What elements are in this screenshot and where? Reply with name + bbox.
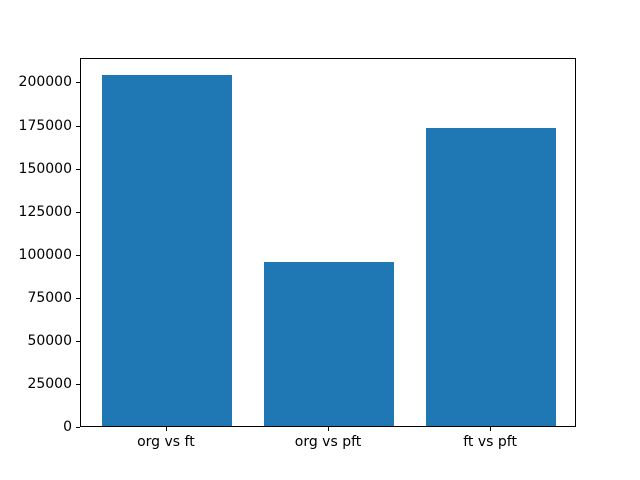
x-tick-label-org-vs-pft: org vs pft: [294, 434, 362, 450]
y-tick-label-50000: 50000: [27, 332, 72, 349]
y-tick-label-150000: 150000: [18, 160, 72, 177]
y-tick-label-100000: 100000: [18, 246, 72, 263]
y-tick-mark-100000: [76, 254, 80, 256]
y-tick-label-125000: 125000: [18, 203, 72, 220]
x-tick-label-org-vs-ft: org vs ft: [137, 434, 195, 450]
y-tick-label-175000: 175000: [18, 117, 72, 134]
y-tick-mark-75000: [76, 297, 80, 299]
y-tick-mark-0: [76, 427, 80, 428]
x-tick-mark-ft-vs-pft: [490, 427, 492, 431]
y-tick-mark-200000: [76, 82, 80, 84]
y-tick-label-200000: 200000: [18, 74, 72, 91]
y-tick-label-25000: 25000: [27, 375, 72, 392]
bar-org-vs-pft: [264, 262, 394, 426]
y-tick-mark-50000: [76, 340, 80, 342]
x-tick-label-ft-vs-pft: ft vs pft: [463, 434, 517, 450]
y-tick-mark-25000: [76, 383, 80, 385]
y-tick-label-0: 0: [63, 419, 72, 435]
bar-org-vs-ft: [102, 74, 232, 426]
x-tick-mark-org-vs-pft: [328, 427, 329, 431]
y-tick-mark-175000: [76, 125, 80, 127]
y-tick-label-75000: 75000: [27, 289, 72, 306]
y-tick-mark-150000: [76, 168, 80, 170]
plot-area: [80, 58, 576, 427]
x-tick-mark-org-vs-ft: [165, 427, 167, 431]
y-tick-mark-125000: [76, 211, 80, 213]
bar-ft-vs-pft: [426, 127, 556, 426]
